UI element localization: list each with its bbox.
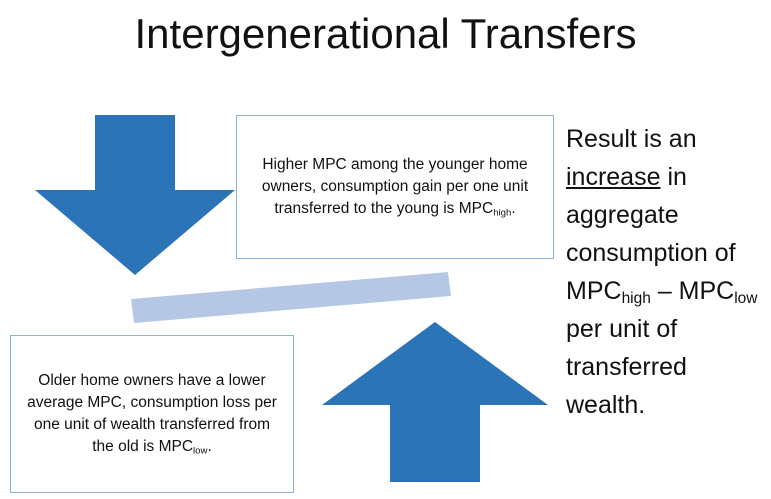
old-box: Older home owners have a lower average M… <box>10 335 294 493</box>
old-end: . <box>207 438 212 455</box>
old-sub: low <box>193 445 208 457</box>
result-dash: – MPC <box>650 277 735 305</box>
young-sub: high <box>493 207 512 219</box>
young-body: Higher MPC among the younger home owners… <box>261 156 529 217</box>
result-tail: per unit of transferred wealth. <box>566 315 687 419</box>
old-text: Older home owners have a lower average M… <box>25 370 279 458</box>
result-sub-high: high <box>621 289 651 307</box>
result-text: Result is an increase in aggregate consu… <box>566 120 771 424</box>
result-middle: in aggregate consumption of MPC <box>566 163 736 305</box>
young-text: Higher MPC among the younger home owners… <box>251 154 539 220</box>
old-body: Older home owners have a lower average M… <box>27 372 277 455</box>
up-arrow <box>322 322 548 482</box>
result-sub-low: low <box>734 289 758 307</box>
title: Intergenerational Transfers <box>134 10 637 57</box>
young-end: . <box>511 200 516 217</box>
balance-bar <box>131 272 451 323</box>
down-arrow <box>35 115 235 275</box>
young-box: Higher MPC among the younger home owners… <box>236 115 554 259</box>
result-lead: Result is an <box>566 125 697 153</box>
result-emphasis: increase <box>566 163 661 191</box>
